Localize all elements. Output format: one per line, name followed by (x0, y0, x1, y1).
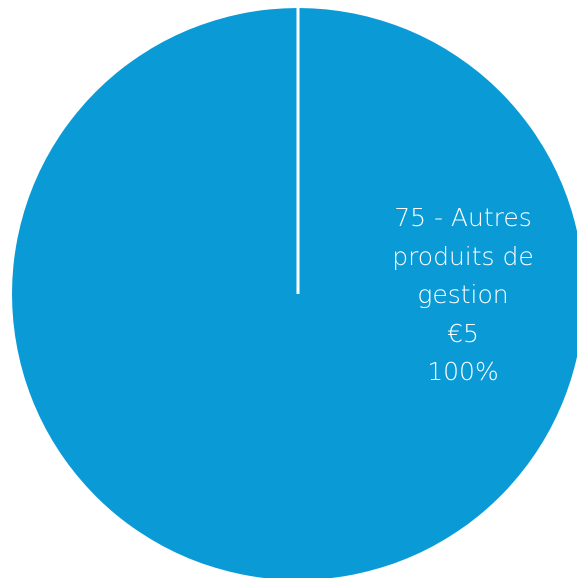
percent-label: 100% (427, 357, 499, 386)
category-label: 75 - Autres produits de gestion (392, 203, 534, 309)
slice-label: 75 - Autres produits de gestion €5 100% (373, 199, 553, 392)
pie-slice (12, 8, 577, 578)
value-label: €5 (447, 318, 479, 348)
